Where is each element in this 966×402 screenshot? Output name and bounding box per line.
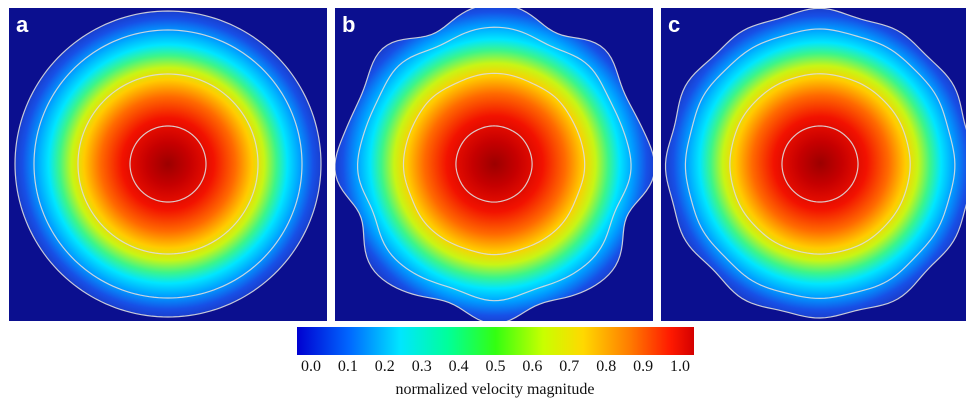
contour-line-0 bbox=[14, 10, 322, 318]
velocity-map-panel-b: b bbox=[335, 8, 653, 321]
colorbar-label: normalized velocity magnitude bbox=[395, 381, 595, 398]
colorbar bbox=[297, 327, 694, 355]
colorbar-tick-2: 0.2 bbox=[374, 358, 395, 375]
panel-label-a: a bbox=[16, 12, 29, 37]
velocity-field-region bbox=[15, 11, 321, 317]
contour-line-2 bbox=[77, 73, 259, 255]
contour-line-1 bbox=[33, 29, 303, 299]
colorbar-tick-10: 1.0 bbox=[670, 358, 690, 375]
contour-line-1 bbox=[684, 28, 956, 299]
colorbar-tick-5: 0.5 bbox=[485, 358, 506, 375]
contour-line-1 bbox=[357, 26, 632, 302]
velocity-field-a bbox=[9, 8, 327, 321]
velocity-field-c bbox=[661, 8, 966, 321]
contour-line-3 bbox=[781, 125, 859, 203]
contour-line-2 bbox=[402, 72, 586, 256]
contour-line-3 bbox=[129, 125, 207, 203]
velocity-field-region bbox=[335, 8, 653, 321]
contour-line-3 bbox=[455, 125, 533, 203]
panel-label-b: b bbox=[342, 12, 356, 37]
colorbar-tick-1: 0.1 bbox=[337, 358, 358, 375]
contour-line-0 bbox=[335, 8, 653, 321]
colorbar-tick-0: 0.0 bbox=[301, 358, 321, 375]
colorbar-tick-7: 0.7 bbox=[559, 358, 580, 375]
velocity-map-panel-a: a bbox=[9, 8, 327, 321]
contour-line-0 bbox=[664, 8, 966, 319]
colorbar-tick-8: 0.8 bbox=[596, 358, 617, 375]
colorbar-tick-4: 0.4 bbox=[448, 358, 469, 375]
colorbar-tick-3: 0.3 bbox=[411, 358, 432, 375]
velocity-field-b bbox=[335, 8, 653, 321]
panel-label-c: c bbox=[668, 12, 681, 37]
velocity-map-panel-c: c bbox=[661, 8, 966, 321]
velocity-field-region bbox=[665, 8, 966, 318]
colorbar-tick-6: 0.6 bbox=[522, 358, 543, 375]
colorbar-gradient bbox=[297, 327, 694, 355]
colorbar-tick-9: 0.9 bbox=[633, 358, 654, 375]
contour-line-2 bbox=[729, 73, 911, 255]
